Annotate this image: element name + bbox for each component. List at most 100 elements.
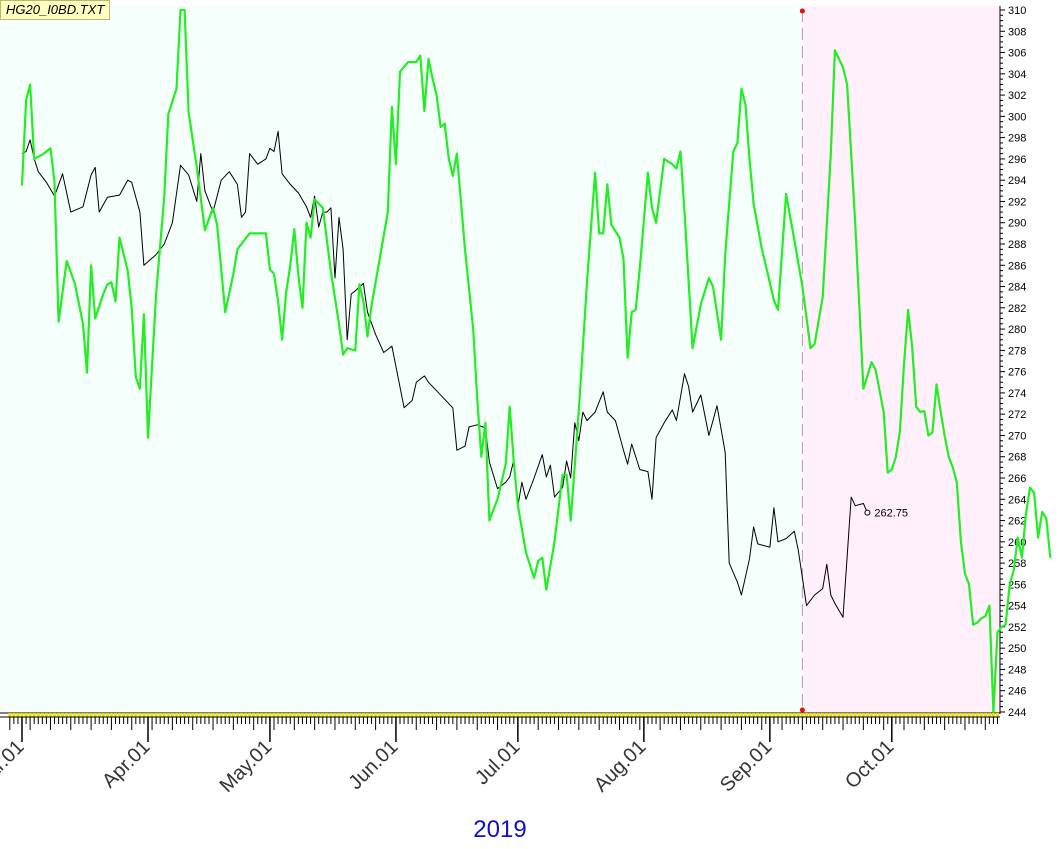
x-day-marker bbox=[211, 713, 215, 717]
x-day-marker bbox=[105, 713, 109, 717]
x-day-marker bbox=[593, 713, 597, 717]
y-tick-label: 254 bbox=[1008, 601, 1026, 613]
x-day-marker bbox=[431, 713, 435, 717]
y-tick-label: 282 bbox=[1008, 303, 1026, 315]
x-day-marker bbox=[528, 713, 532, 717]
y-tick-label: 272 bbox=[1008, 409, 1026, 421]
x-day-marker bbox=[126, 713, 130, 717]
x-day-marker bbox=[65, 713, 69, 717]
x-day-marker bbox=[459, 713, 463, 717]
x-day-marker bbox=[898, 713, 902, 717]
x-day-marker bbox=[845, 713, 849, 717]
x-day-marker bbox=[658, 713, 662, 717]
x-day-marker bbox=[215, 713, 219, 717]
x-day-marker bbox=[244, 713, 248, 717]
x-day-marker bbox=[743, 713, 747, 717]
x-day-marker bbox=[638, 713, 642, 717]
x-day-marker bbox=[991, 713, 995, 717]
x-day-marker bbox=[536, 713, 540, 717]
x-day-marker bbox=[739, 713, 743, 717]
x-tick-label: Mar.01 bbox=[0, 736, 29, 795]
x-day-marker bbox=[609, 713, 613, 717]
x-day-marker bbox=[496, 713, 500, 717]
x-tick-label: Jun.01 bbox=[344, 736, 402, 794]
x-day-marker bbox=[589, 713, 593, 717]
x-day-marker bbox=[601, 713, 605, 717]
x-tick-label: Sep.01 bbox=[716, 736, 776, 796]
x-day-marker bbox=[674, 713, 678, 717]
x-day-marker bbox=[764, 713, 768, 717]
x-day-marker bbox=[833, 713, 837, 717]
x-day-marker bbox=[174, 713, 178, 717]
x-day-marker bbox=[886, 713, 890, 717]
x-day-marker bbox=[113, 713, 117, 717]
x-day-marker bbox=[313, 713, 317, 717]
y-tick-label: 256 bbox=[1008, 579, 1026, 591]
x-day-marker bbox=[418, 713, 422, 717]
x-day-marker bbox=[703, 713, 707, 717]
x-day-marker bbox=[695, 713, 699, 717]
y-tick-label: 290 bbox=[1008, 218, 1026, 230]
x-day-marker bbox=[711, 713, 715, 717]
x-day-marker bbox=[524, 713, 528, 717]
x-day-marker bbox=[69, 713, 73, 717]
x-day-marker bbox=[821, 713, 825, 717]
x-day-marker bbox=[386, 713, 390, 717]
x-day-marker bbox=[780, 713, 784, 717]
x-day-marker bbox=[520, 713, 524, 717]
x-day-marker bbox=[89, 713, 93, 717]
x-tick-label: Apr.01 bbox=[98, 736, 154, 792]
x-day-marker bbox=[199, 713, 203, 717]
y-tick-label: 266 bbox=[1008, 473, 1026, 485]
last-price-marker bbox=[864, 509, 871, 516]
y-tick-label: 308 bbox=[1008, 26, 1026, 38]
x-day-marker bbox=[341, 713, 345, 717]
x-day-marker bbox=[841, 713, 845, 717]
x-day-marker bbox=[435, 713, 439, 717]
x-day-marker bbox=[264, 713, 268, 717]
x-day-marker bbox=[288, 713, 292, 717]
x-day-marker bbox=[231, 713, 235, 717]
x-day-marker bbox=[280, 713, 284, 717]
x-day-marker bbox=[825, 713, 829, 717]
x-day-marker bbox=[699, 713, 703, 717]
x-day-marker bbox=[93, 713, 97, 717]
y-tick-label: 292 bbox=[1008, 196, 1026, 208]
x-tick-label: Aug.01 bbox=[590, 736, 650, 796]
x-day-marker bbox=[666, 713, 670, 717]
x-day-marker bbox=[963, 713, 967, 717]
x-day-marker bbox=[500, 713, 504, 717]
x-day-marker bbox=[443, 713, 447, 717]
x-day-marker bbox=[248, 713, 252, 717]
x-day-marker bbox=[138, 713, 142, 717]
x-day-marker bbox=[967, 713, 971, 717]
x-day-marker bbox=[813, 713, 817, 717]
x-day-marker bbox=[955, 713, 959, 717]
x-day-marker bbox=[809, 713, 813, 717]
x-day-marker bbox=[276, 713, 280, 717]
x-day-marker bbox=[800, 713, 804, 717]
x-day-marker bbox=[890, 713, 894, 717]
x-day-marker bbox=[930, 713, 934, 717]
x-day-marker bbox=[939, 713, 943, 717]
x-day-marker bbox=[829, 713, 833, 717]
x-day-marker bbox=[16, 713, 20, 717]
x-day-marker bbox=[150, 713, 154, 717]
x-day-marker bbox=[776, 713, 780, 717]
x-day-marker bbox=[670, 713, 674, 717]
x-day-marker bbox=[329, 713, 333, 717]
y-tick-label: 264 bbox=[1008, 494, 1026, 506]
x-day-marker bbox=[910, 713, 914, 717]
y-tick-label: 284 bbox=[1008, 282, 1026, 294]
x-day-marker bbox=[414, 713, 418, 717]
x-day-marker bbox=[516, 713, 520, 717]
x-day-marker bbox=[650, 713, 654, 717]
x-day-marker bbox=[678, 713, 682, 717]
x-day-marker bbox=[292, 713, 296, 717]
x-day-marker bbox=[475, 713, 479, 717]
x-day-marker bbox=[707, 713, 711, 717]
x-day-marker bbox=[532, 713, 536, 717]
x-day-marker bbox=[61, 713, 65, 717]
y-tick-label: 270 bbox=[1008, 430, 1026, 442]
